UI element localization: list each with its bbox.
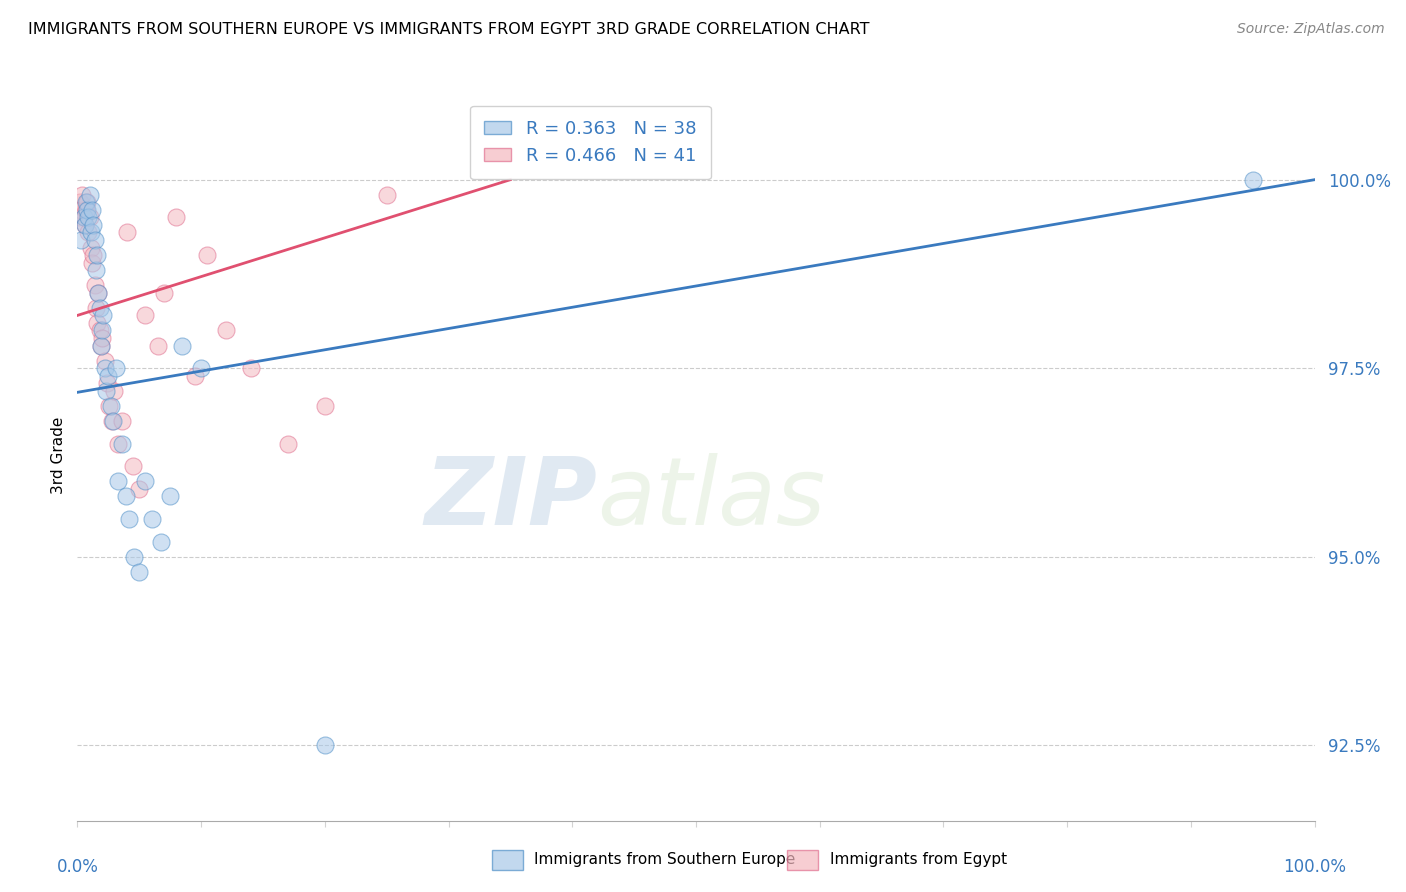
Point <box>98 399 121 413</box>
Text: 0.0%: 0.0% <box>56 858 98 876</box>
Point <box>69 195 91 210</box>
Legend: R = 0.363   N = 38, R = 0.466   N = 41: R = 0.363 N = 38, R = 0.466 N = 41 <box>470 105 711 179</box>
Point <box>77 226 100 240</box>
Point <box>111 414 134 428</box>
Point <box>134 475 156 489</box>
Point <box>122 549 145 564</box>
Point <box>215 324 238 338</box>
Point <box>75 195 97 210</box>
Text: atlas: atlas <box>598 453 825 544</box>
Point <box>314 399 336 413</box>
Point <box>111 436 134 450</box>
Point <box>79 211 101 225</box>
Point <box>97 368 120 383</box>
Point <box>90 338 112 352</box>
Point <box>72 211 94 225</box>
Point <box>184 368 207 383</box>
Point <box>91 309 114 323</box>
Point <box>190 361 212 376</box>
Point <box>70 202 93 217</box>
Point <box>89 301 111 315</box>
Point <box>93 353 115 368</box>
Point <box>72 211 94 225</box>
Point <box>141 512 163 526</box>
Point <box>77 211 100 225</box>
Point <box>76 202 98 217</box>
Text: IMMIGRANTS FROM SOUTHERN EUROPE VS IMMIGRANTS FROM EGYPT 3RD GRADE CORRELATION C: IMMIGRANTS FROM SOUTHERN EUROPE VS IMMIG… <box>28 22 870 37</box>
Point <box>91 331 114 345</box>
Point <box>82 248 104 262</box>
Point <box>114 489 136 503</box>
Point <box>87 285 110 300</box>
Point <box>314 738 336 752</box>
Point <box>101 414 124 428</box>
Point <box>93 361 115 376</box>
Point <box>100 399 122 413</box>
Point <box>67 211 90 225</box>
Point <box>94 384 117 398</box>
Point <box>90 338 112 352</box>
Point <box>96 376 118 391</box>
Point <box>83 278 105 293</box>
Point <box>128 482 150 496</box>
Point <box>80 226 103 240</box>
Point <box>82 202 104 217</box>
Point <box>1241 172 1264 186</box>
Point <box>79 187 101 202</box>
Point <box>104 361 127 376</box>
Point <box>86 316 108 330</box>
Point <box>80 241 103 255</box>
Point <box>134 309 156 323</box>
Point <box>84 301 107 315</box>
Text: Source: ZipAtlas.com: Source: ZipAtlas.com <box>1237 22 1385 37</box>
Point <box>72 187 94 202</box>
Point <box>107 475 129 489</box>
Point <box>103 414 125 428</box>
Point <box>150 534 173 549</box>
Point <box>165 211 187 225</box>
Point <box>118 512 141 526</box>
Text: Immigrants from Southern Europe: Immigrants from Southern Europe <box>534 853 796 867</box>
Point <box>103 384 125 398</box>
Point <box>82 255 104 269</box>
Text: ZIP: ZIP <box>425 453 598 545</box>
Point <box>82 218 104 232</box>
Point <box>195 248 218 262</box>
Point <box>87 285 110 300</box>
Point <box>91 324 114 338</box>
Text: Immigrants from Egypt: Immigrants from Egypt <box>830 853 1007 867</box>
Point <box>122 459 145 474</box>
Point <box>86 248 108 262</box>
Point <box>83 233 105 247</box>
Y-axis label: 3rd Grade: 3rd Grade <box>51 417 66 493</box>
Point <box>107 436 129 450</box>
Text: 100.0%: 100.0% <box>1284 858 1346 876</box>
Point <box>70 233 93 247</box>
Point <box>153 285 176 300</box>
Point <box>89 324 111 338</box>
Point <box>128 565 150 579</box>
Point <box>146 338 169 352</box>
Point <box>375 187 398 202</box>
Point <box>239 361 262 376</box>
Point <box>73 218 96 232</box>
Point <box>73 218 96 232</box>
Point <box>172 338 194 352</box>
Point <box>76 195 98 210</box>
Point <box>159 489 181 503</box>
Point <box>84 263 107 277</box>
Point <box>277 436 299 450</box>
Point <box>115 226 138 240</box>
Point <box>75 202 97 217</box>
